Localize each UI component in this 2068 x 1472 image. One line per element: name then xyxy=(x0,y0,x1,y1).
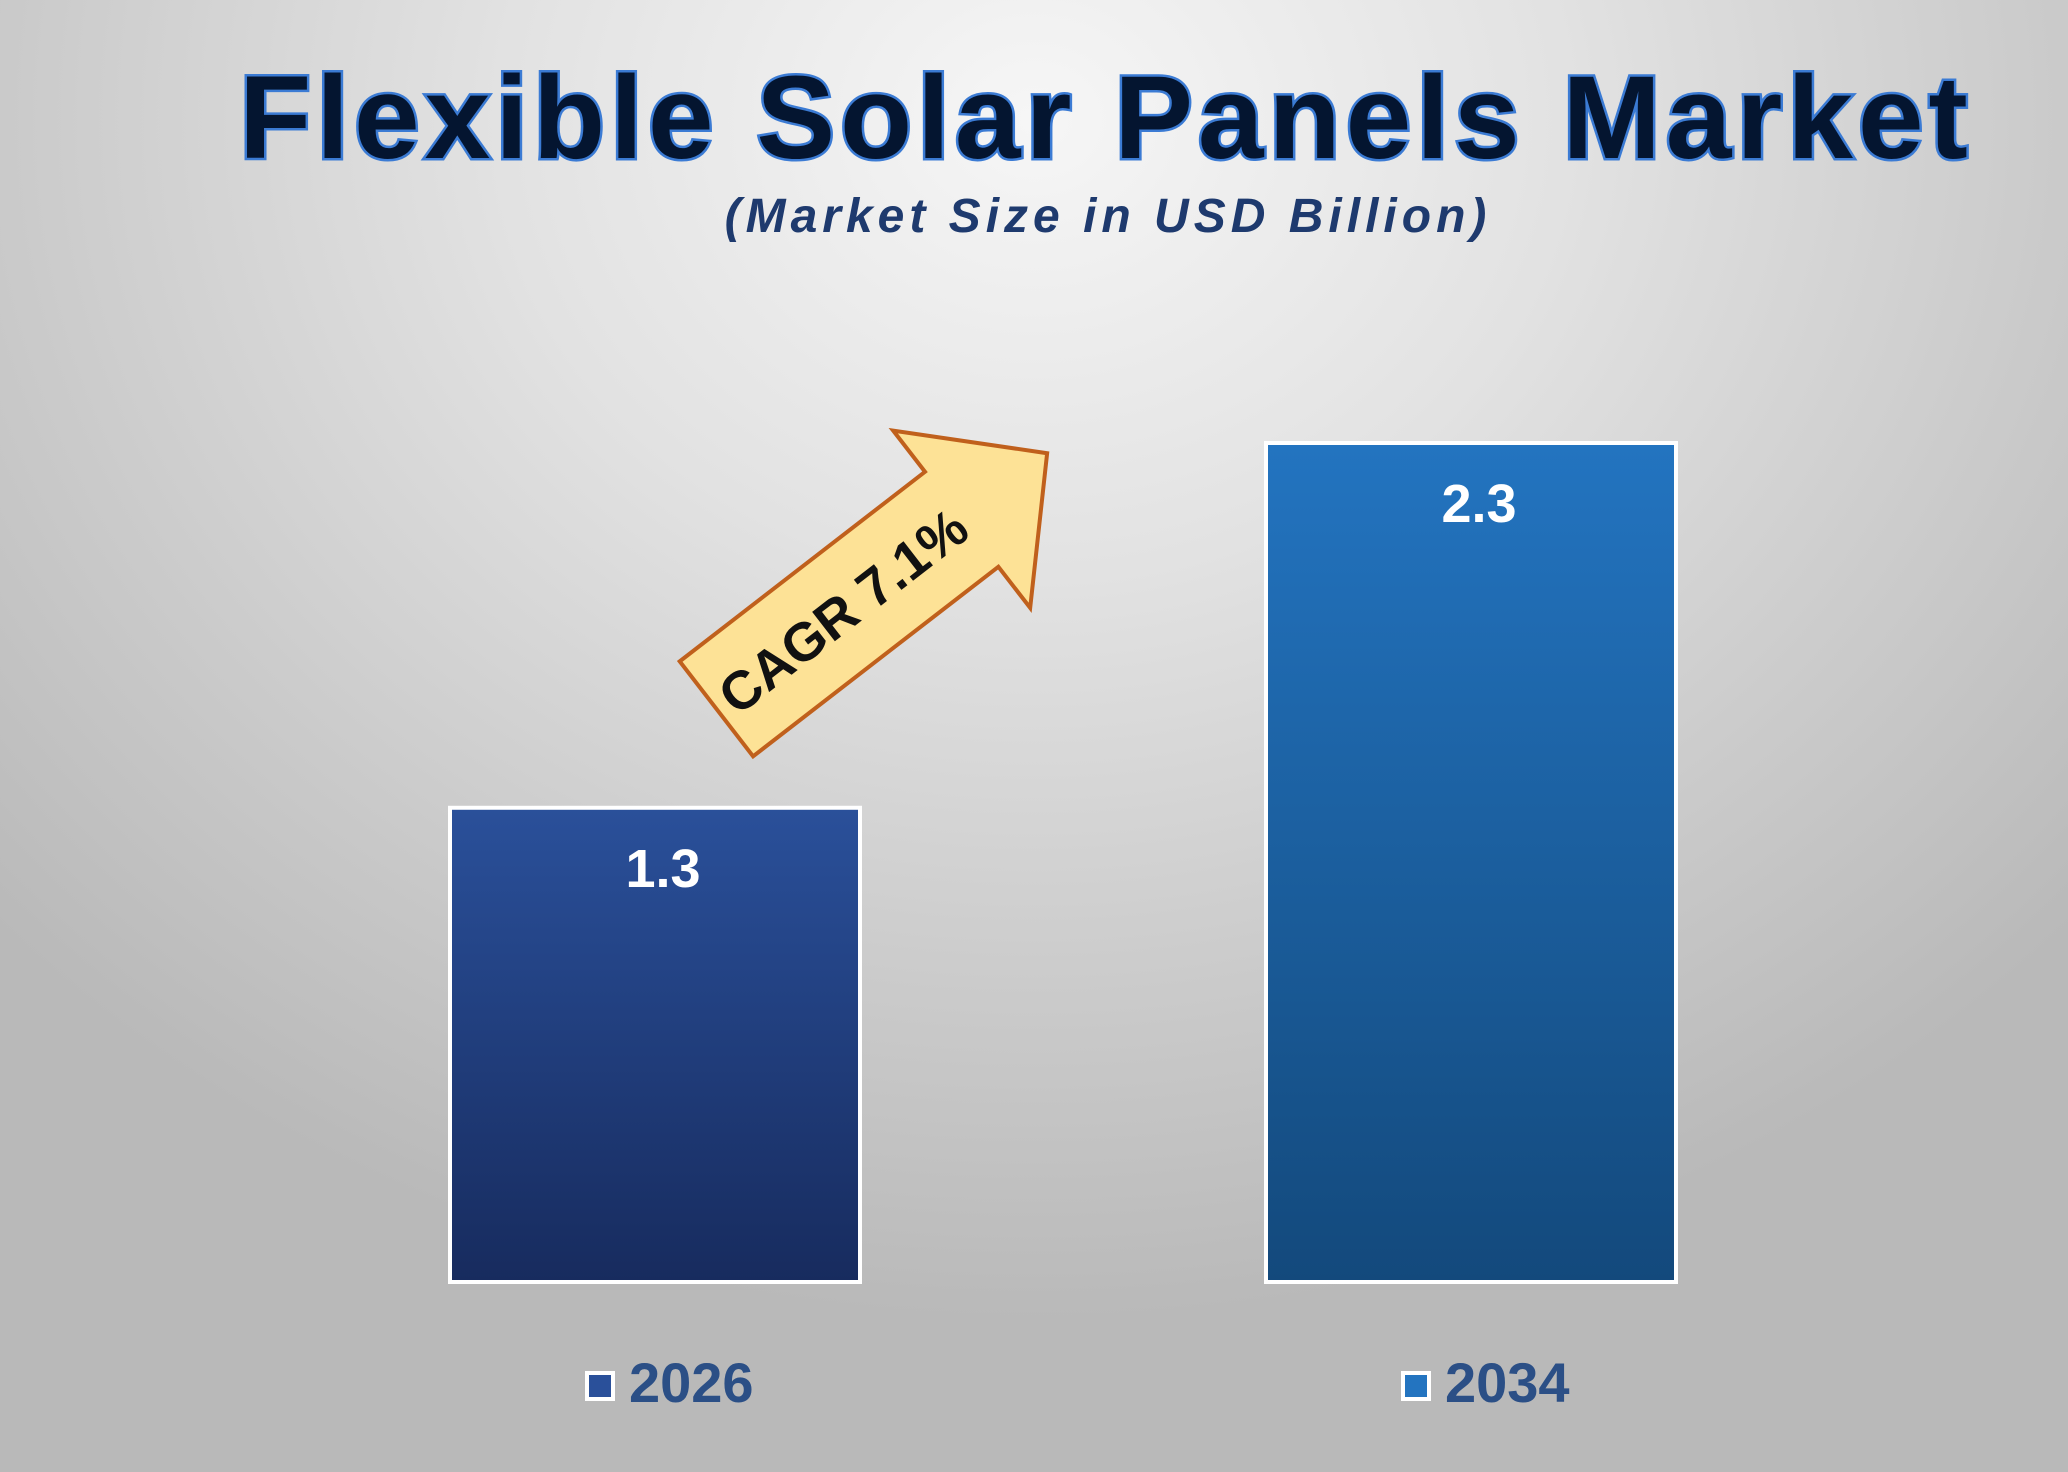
bars-layer: 1.3 2.3 xyxy=(448,441,1678,1284)
cagr-arrow: CAGR 7.1% xyxy=(676,427,1050,760)
value-label-2026: 1.3 xyxy=(625,839,700,899)
category-label-2026: 2026 xyxy=(629,1351,754,1414)
cagr-arrow-shape xyxy=(676,427,1050,760)
legend-marker-2034 xyxy=(1401,1371,1431,1401)
chart-title: Flexible Solar Panels Market xyxy=(239,52,1973,184)
value-label-2034: 2.3 xyxy=(1441,474,1516,534)
bar-2034 xyxy=(1264,441,1678,1284)
chart-subtitle: (Market Size in USD Billion) xyxy=(725,190,1492,243)
category-label-2034: 2034 xyxy=(1445,1351,1570,1414)
legend: 2026 2034 xyxy=(585,1351,1570,1414)
legend-marker-2026 xyxy=(585,1371,615,1401)
bar-2026 xyxy=(448,805,862,1284)
